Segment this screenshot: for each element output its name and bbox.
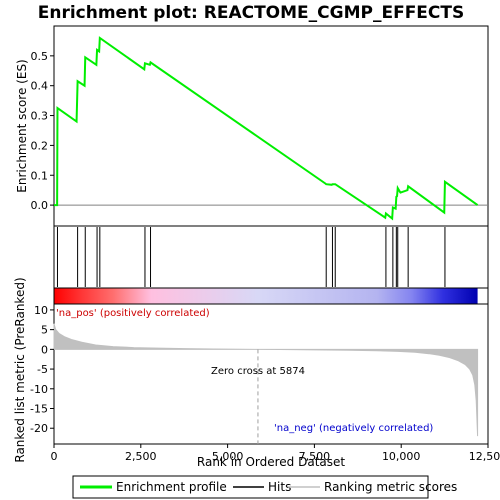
heatmap-bar — [54, 288, 478, 304]
metric-y-tick-label: 0 — [41, 343, 48, 356]
legend-label-hits: Hits — [268, 480, 291, 494]
es-y-tick-label: 0.1 — [31, 169, 49, 182]
x-tick-label: 7,500 — [299, 450, 331, 463]
es-y-tick-label: 0.4 — [31, 80, 49, 93]
es-y-tick-label: 0.3 — [31, 110, 49, 123]
es-axis-title: Enrichment score (ES) — [15, 59, 29, 192]
legend-label-enrichment: Enrichment profile — [116, 480, 227, 494]
x-tick-label: 0 — [51, 450, 58, 463]
metric-series — [53, 323, 479, 444]
x-tick-label: 10,000 — [382, 450, 421, 463]
metric-y-tick-label: 10 — [34, 304, 48, 317]
neg-correlation-label: 'na_neg' (negatively correlated) — [274, 423, 433, 434]
legend: Enrichment profile Hits Ranking metric s… — [72, 475, 457, 499]
pos-correlation-label: 'na_pos' (positively correlated) — [56, 308, 210, 319]
hits-panel — [53, 225, 489, 289]
hits-panel-frame — [53, 225, 489, 289]
zero-cross-label: Zero cross at 5874 — [211, 366, 305, 377]
metric-y-tick-label: -20 — [30, 422, 48, 435]
es-y-tick-label: 0.0 — [31, 199, 49, 212]
metric-y-tick-label: -5 — [37, 363, 48, 376]
chart-title: Enrichment plot: REACTOME_CGMP_EFFECTS — [38, 3, 465, 23]
es-series — [54, 36, 479, 221]
metric-y-tick-label: -10 — [30, 383, 48, 396]
metric-y-tick-label: 5 — [41, 324, 48, 337]
metric-axis-title: Ranked list metric (PreRanked) — [13, 277, 27, 462]
x-tick-label: 2,500 — [125, 450, 157, 463]
legend-label-metric: Ranking metric scores — [324, 480, 457, 494]
metric-panel — [53, 303, 489, 445]
x-tick-label: 5,000 — [212, 450, 244, 463]
hit-marks — [56, 227, 446, 287]
metric-y-tick-label: -15 — [30, 403, 48, 416]
heatmap-bar-panel — [53, 287, 489, 305]
x-tick-label: 12,500 — [469, 450, 500, 463]
enrichment-profile-line — [54, 36, 479, 221]
es-y-tick-label: 0.5 — [31, 50, 49, 63]
metric-area — [53, 323, 479, 437]
es-y-tick-label: 0.2 — [31, 139, 49, 152]
x-axis-title: Rank in Ordered Dataset — [197, 455, 345, 469]
metric-panel-frame — [53, 303, 489, 445]
axes: 0.0 0.1 0.2 0.3 0.4 0.5 10 5 0 -5 -10 -15 -20 0 2,500 5… — [30, 50, 500, 463]
